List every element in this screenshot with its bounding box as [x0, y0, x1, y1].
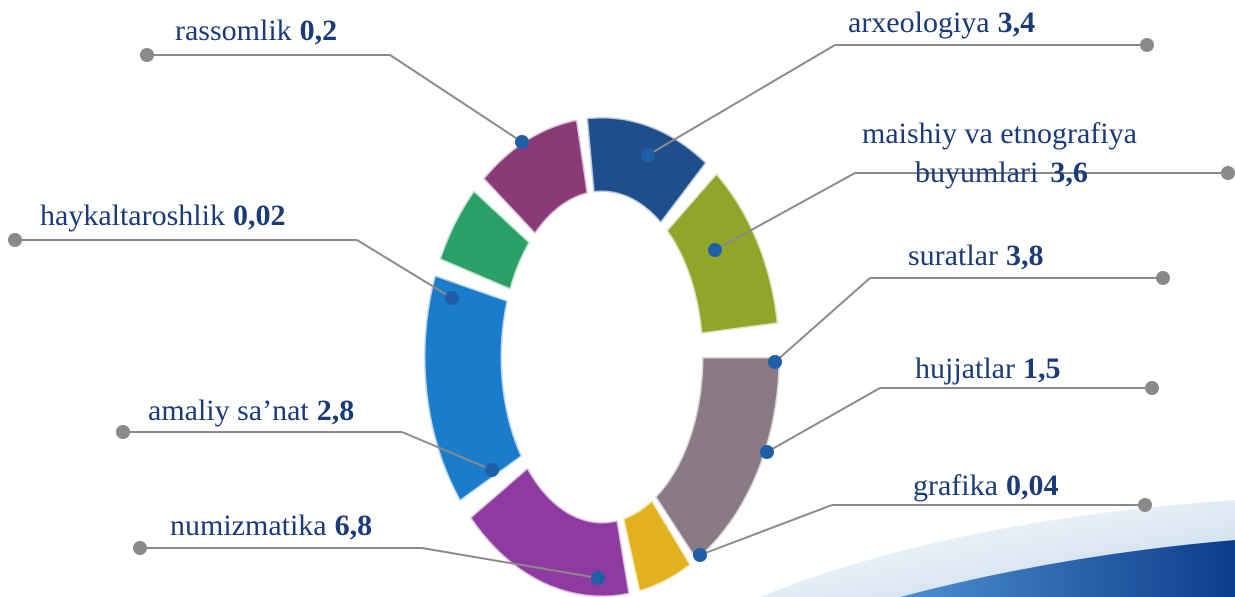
item-label: arxeologiya	[848, 6, 990, 39]
ring-dot	[641, 148, 655, 162]
leader-line	[699, 504, 833, 556]
item-value: 0,2	[300, 14, 338, 47]
leader-line	[389, 54, 523, 143]
ring-segment	[621, 497, 693, 594]
item-label: suratlar	[908, 239, 998, 272]
ring-dot	[760, 445, 774, 459]
item-value: 6,8	[335, 509, 373, 542]
ring-segment	[467, 465, 632, 597]
item-label: numizmatika	[170, 509, 327, 542]
item-label: haykaltaroshlik	[40, 199, 225, 232]
end-dot	[133, 541, 147, 555]
item-value: 3,6	[1050, 156, 1088, 189]
item-label: maishiy va etnografiya	[862, 117, 1137, 150]
item-label: rassomlik	[175, 14, 292, 47]
ring-segment	[422, 272, 524, 504]
end-dot	[1140, 38, 1154, 52]
end-dot	[1221, 166, 1235, 180]
ring-dot	[693, 548, 707, 562]
item-value: 3,8	[1006, 239, 1044, 272]
ring-dot	[445, 291, 459, 305]
item-label: amaliy sa’nat	[148, 394, 309, 427]
ring-segment	[584, 115, 709, 226]
leader-line	[647, 44, 836, 156]
ring-dot	[708, 243, 722, 257]
end-dot	[8, 233, 22, 247]
ring-dot	[485, 463, 499, 477]
end-dot	[1138, 498, 1152, 512]
item-value: 3,4	[998, 6, 1036, 39]
item-value: 0,04	[1006, 469, 1059, 502]
end-dot	[1156, 271, 1170, 285]
end-dot	[116, 425, 130, 439]
labels: rassomlik 0,2 arxeologiya 3,4 maishiy va etn…	[8, 6, 1235, 585]
item-value: 1,5	[1023, 352, 1061, 385]
item-label: grafika	[913, 469, 998, 502]
ring-segment	[664, 170, 780, 336]
leader-line	[714, 172, 856, 251]
ring-segment	[480, 117, 590, 237]
ring-segment	[653, 355, 782, 563]
background-swoosh-blue	[900, 540, 1235, 597]
ring-dot	[768, 355, 782, 369]
ring-dot	[515, 135, 529, 149]
leader-line	[766, 387, 881, 453]
leader-line	[401, 431, 493, 471]
item-value: 0,02	[233, 199, 286, 232]
leader-line	[356, 239, 453, 299]
ring-segment	[437, 188, 532, 292]
ring	[422, 115, 782, 597]
end-dot	[1145, 381, 1159, 395]
ring-dot	[591, 571, 605, 585]
item-label: hujjatlar	[915, 352, 1015, 385]
item-label: buyumlari	[915, 156, 1038, 189]
item-value: 2,8	[317, 394, 355, 427]
end-dot	[140, 48, 154, 62]
leader-line	[421, 547, 599, 579]
leader-line	[774, 277, 871, 363]
